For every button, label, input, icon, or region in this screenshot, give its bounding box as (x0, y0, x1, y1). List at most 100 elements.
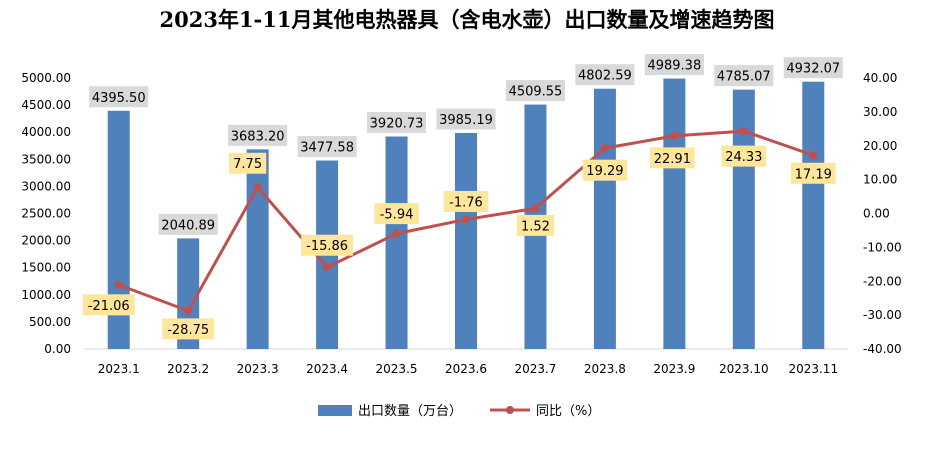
line-point (531, 204, 540, 213)
legend-label-line: 同比（%） (536, 404, 600, 419)
x-tick-label: 2023.10 (719, 362, 769, 376)
bar-value-label-box (89, 86, 149, 108)
bar-value-label-box (783, 57, 843, 79)
bar-value-label-box (366, 111, 427, 133)
bar-value-label: 3477.58 (300, 141, 354, 156)
bar (593, 88, 616, 350)
line-point (600, 144, 609, 153)
line-point (392, 229, 401, 238)
bar-value-label: 4989.38 (647, 59, 701, 74)
line-layer (114, 127, 818, 315)
bar (455, 133, 477, 349)
x-tick-label: 2023.7 (514, 362, 556, 376)
bar-value-label: 2040.89 (161, 218, 215, 233)
bar-value-label-box (228, 124, 288, 146)
line-value-label-box (162, 318, 215, 340)
y-right-tick-label: -10.00 (863, 240, 902, 254)
chart-title: 2023年1-11月其他电热器具（含电水壶）出口数量及增速趋势图 (159, 7, 775, 32)
bar (802, 81, 825, 349)
bar (385, 136, 408, 349)
line-value-label: 22.91 (654, 152, 691, 167)
legend-swatch-marker (506, 406, 514, 414)
y-right-tick-label: 10.00 (863, 173, 897, 187)
y-left-tick-label: 500.00 (29, 315, 71, 329)
bar-value-label-box (436, 108, 496, 130)
line-point (739, 127, 748, 136)
line-value-label: -21.06 (88, 299, 130, 314)
line-value-label-box (650, 147, 695, 169)
line-value-label-box (516, 214, 555, 236)
legend: 出口数量（万台） 同比（%） (318, 404, 600, 419)
bar-value-label-box (575, 64, 635, 86)
line-value-label-box (582, 159, 628, 181)
bar-value-label-box (644, 54, 704, 76)
x-tick-label: 2023.3 (237, 362, 279, 376)
y-left-tick-label: 2000.00 (21, 234, 71, 248)
line-point (323, 263, 332, 272)
x-tick-label: 2023.8 (584, 362, 626, 376)
bar-value-label: 3920.73 (370, 116, 424, 131)
y-right-tick-label: -20.00 (863, 274, 902, 288)
bar-value-label: 4932.07 (786, 62, 840, 77)
line-value-label-box (229, 152, 267, 174)
bar (107, 110, 130, 349)
line-value-label-box (443, 190, 489, 212)
x-tick-label: 2023.1 (98, 362, 140, 376)
line-value-label: 1.52 (521, 219, 550, 234)
line-value-label: 24.33 (725, 150, 762, 165)
axes-layer: 0.00 500.00 1000.00 1500.00 2000.00 2500.00 30… (21, 71, 901, 376)
line-point (462, 215, 470, 224)
y-left-tick-label: 4000.00 (21, 125, 71, 139)
line-value-label-box (374, 203, 419, 225)
bar (663, 78, 686, 349)
line-value-label-box (301, 234, 353, 256)
bar-value-label: 4509.55 (509, 85, 563, 100)
x-tick-label: 2023.5 (376, 362, 418, 376)
y-right-tick-label: 0.00 (863, 207, 890, 221)
y-left-tick-label: 4500.00 (21, 98, 71, 112)
line-value-label: -28.75 (167, 323, 209, 338)
labels-layer: 4395.50 2040.89 3683.20 3477.58 3920.73 3985.… (82, 54, 843, 340)
line-point (253, 183, 262, 192)
line-value-label: 19.29 (586, 164, 623, 179)
y-left-tick-label: 5000.00 (21, 71, 71, 85)
line-value-label-box (82, 294, 135, 316)
x-tick-label: 2023.6 (445, 362, 487, 376)
y-left-tick-label: 1500.00 (21, 261, 71, 275)
legend-swatch-bar (318, 405, 352, 416)
bar-value-label-box (297, 136, 357, 158)
x-tick-label: 2023.9 (653, 362, 695, 376)
line-point (114, 280, 123, 289)
legend-label-bar: 出口数量（万台） (358, 404, 462, 419)
y-right-tick-label: 30.00 (863, 105, 897, 119)
bar-value-label-box (714, 65, 774, 87)
y-left-tick-label: 2500.00 (21, 207, 71, 221)
bar-value-label-box (158, 213, 218, 235)
y-right-tick-label: 40.00 (863, 71, 897, 85)
line-value-label: -1.76 (449, 195, 483, 210)
bar-value-label-box (505, 80, 566, 102)
line-value-label: -15.86 (306, 239, 348, 254)
line-point (809, 151, 818, 160)
y-left-tick-label: 3000.00 (21, 179, 71, 193)
x-tick-label: 2023.11 (788, 362, 838, 376)
x-tick-label: 2023.4 (306, 362, 348, 376)
line-value-label-box (791, 162, 836, 184)
line-value-label: -5.94 (380, 208, 414, 223)
bar-value-label: 3985.19 (439, 113, 493, 128)
x-tick-label: 2023.2 (167, 362, 209, 376)
line-value-label: 7.75 (233, 157, 262, 172)
y-left-tick-label: 1000.00 (21, 288, 71, 302)
bar-value-label: 4395.50 (92, 91, 146, 106)
line-point (184, 306, 193, 315)
y-left-tick-label: 3500.00 (21, 152, 71, 166)
y-right-tick-label: 20.00 (863, 139, 897, 153)
bar-value-label: 4785.07 (717, 70, 771, 85)
line-value-label: 17.19 (795, 167, 832, 182)
bar-value-label: 3683.20 (231, 129, 285, 144)
line-point (670, 131, 679, 140)
line-value-label-box (721, 145, 767, 167)
y-right-tick-label: -40.00 (863, 342, 902, 356)
bar (246, 149, 269, 349)
